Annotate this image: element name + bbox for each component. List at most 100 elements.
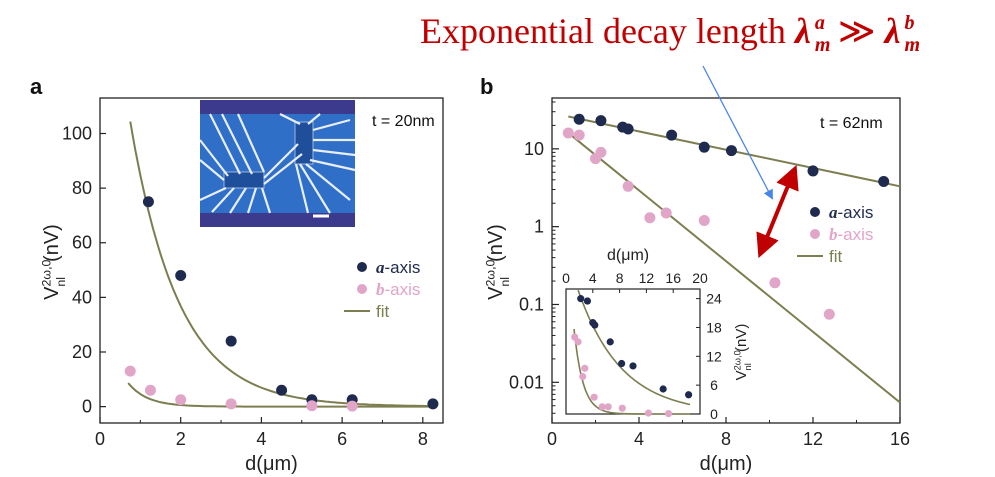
inset-y-tick-label: 6 <box>710 377 718 393</box>
fit-line-b <box>567 132 901 404</box>
inset-a-axis-point <box>577 295 585 303</box>
micrograph-electrode <box>312 148 356 157</box>
b-axis-point <box>769 277 781 289</box>
annotations <box>702 65 799 259</box>
a-axis-point <box>698 141 710 153</box>
micrograph-electrode <box>211 187 235 213</box>
b-axis-point <box>595 146 607 158</box>
micrograph-flake <box>223 171 265 189</box>
double-arrow <box>756 164 799 259</box>
inset-b-axis-point <box>590 393 598 401</box>
inset-a-axis-point <box>583 297 592 305</box>
legend-label-a: a-axis <box>829 203 873 222</box>
y-axis-label: V2ω,0nl (nV) <box>483 224 511 300</box>
a-axis-point <box>175 270 187 282</box>
micrograph-electrode <box>199 159 225 181</box>
micrograph-edge-bottom <box>200 213 355 227</box>
y-tick-label: 40 <box>72 287 92 307</box>
inset-plot: 0 4 8 12 16 20 d(μm) 0 6 12 18 24 V2ω,0nl (nV) <box>562 247 753 422</box>
a-axis-point <box>666 129 678 141</box>
inset-a-axis-point <box>659 385 667 393</box>
micrograph-electrode <box>263 143 299 179</box>
micrograph-electrode <box>279 113 301 125</box>
b-axis-point <box>144 384 156 396</box>
inset-b-axis-point <box>644 409 653 417</box>
b-axis-point <box>124 365 136 377</box>
a-axis-point <box>427 398 439 410</box>
micrograph-electrode <box>221 113 253 175</box>
micrograph-electrode <box>263 153 303 185</box>
b-axis-point <box>644 212 656 224</box>
legend-label-b: b-axis <box>376 280 420 299</box>
inset-y-axis-label-unit: (nV) <box>733 324 750 352</box>
micrograph-electrode <box>305 163 351 201</box>
thickness-note: t = 62nm <box>820 115 883 132</box>
inset-frame <box>565 288 701 415</box>
inset-x-tick-label: 8 <box>616 270 624 286</box>
inset-y-axis-label: V2ω,0nl (nV) <box>732 324 753 381</box>
y-axis-label-unit: (nV) <box>41 224 63 262</box>
x-tick-label: 8 <box>418 429 428 449</box>
thickness-note: t = 20nm <box>372 113 435 130</box>
a-axis-point <box>142 196 154 208</box>
x-tick-label: 2 <box>176 429 186 449</box>
micrograph-electrode <box>294 163 310 214</box>
inset-x-tick-label: 4 <box>589 270 597 286</box>
x-axis-label: d(μm) <box>700 453 753 475</box>
legend-b-rest: -axis <box>838 225 874 244</box>
y-tick-label: 0 <box>82 397 92 417</box>
inset-a-axis-point <box>629 362 637 370</box>
y-tick-label: 10 <box>524 139 544 159</box>
b-axis-point <box>660 207 672 219</box>
inset-b-axis-point <box>604 403 612 411</box>
micrograph-electrode <box>312 118 351 132</box>
b-axis-point <box>346 400 358 412</box>
y-tick-label: 0.1 <box>519 294 544 314</box>
b-axis-point <box>573 129 585 141</box>
inset-x-tick-label: 0 <box>562 270 570 286</box>
inset-a-axis-point <box>606 338 614 346</box>
b-axis-point <box>225 398 237 410</box>
x-tick-label: 8 <box>721 429 731 449</box>
inset-y-tick-label: 18 <box>706 319 722 335</box>
y-tick-label: 80 <box>72 178 92 198</box>
inset-a-axis-point <box>618 359 626 368</box>
micrograph-electrode <box>199 187 227 201</box>
inset-b-axis-point <box>579 372 587 381</box>
y-axis-label-sup: 2ω,0 <box>483 260 497 287</box>
inset-x-tick-label: 16 <box>665 270 681 286</box>
y-axis-label-sup: 2ω,0 <box>39 260 53 287</box>
x-tick-label: 4 <box>256 429 266 449</box>
legend-marker-b <box>357 284 367 294</box>
y-tick-label: 100 <box>62 124 92 144</box>
a-axis-point <box>807 165 819 177</box>
y-tick-label: 60 <box>72 233 92 253</box>
inset-fit-curve-a <box>577 289 691 406</box>
legend-a-letter: a <box>376 258 385 277</box>
panel-a: a0 2 4 6 8020406080100d(μm)V2ω,0nl(nV)a-axis… <box>30 74 444 475</box>
micrograph-electrode <box>236 113 266 173</box>
micrograph-electrode <box>229 187 247 214</box>
inset-x-axis-label: d(μm) <box>607 247 649 264</box>
y-tick-label: 1 <box>534 217 544 237</box>
inset-b-axis-point <box>664 410 673 418</box>
x-tick-label: 4 <box>634 429 644 449</box>
legend-a-rest: -axis <box>838 203 874 222</box>
legend-label-b: b-axis <box>829 225 873 244</box>
a-axis-point <box>595 115 607 127</box>
inset-y-axis-label-v: V <box>733 370 750 380</box>
micrograph-electrode <box>209 113 241 175</box>
x-tick-label: 6 <box>337 429 347 449</box>
inset-b-axis-point <box>618 404 626 412</box>
legend-marker-a <box>810 207 820 217</box>
y-tick-label: 20 <box>72 342 92 362</box>
x-tick-label: 0 <box>547 429 557 449</box>
micrograph-electrode <box>299 163 331 214</box>
inset-b-axis-point <box>598 403 606 411</box>
x-tick-label: 0 <box>95 429 105 449</box>
micrograph-electrode <box>309 158 356 172</box>
